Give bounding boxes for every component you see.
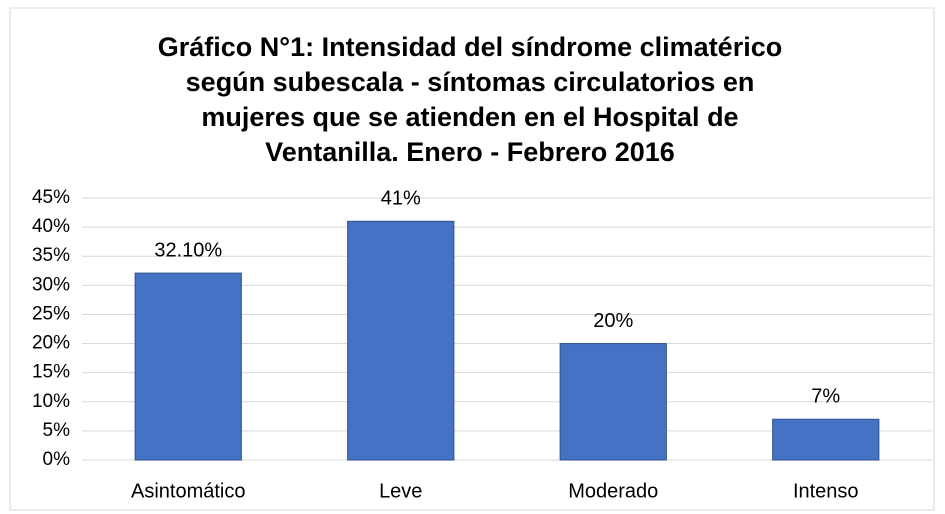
bar <box>772 418 880 461</box>
y-tick-label: 20% <box>32 333 70 354</box>
bar <box>134 272 242 461</box>
y-tick-label: 5% <box>43 420 71 441</box>
x-tick-label: Leve <box>379 480 422 502</box>
y-tick-label: 15% <box>32 362 70 383</box>
y-tick-label: 10% <box>32 391 70 412</box>
x-tick-label: Intenso <box>793 480 859 502</box>
x-tick-label: Asintomático <box>131 480 246 502</box>
data-label: 20% <box>593 310 633 332</box>
data-label: 41% <box>381 188 421 210</box>
chart-title: Gráfico N°1: Intensidad del síndrome cli… <box>157 32 783 167</box>
bar <box>347 220 455 461</box>
bar <box>559 343 667 461</box>
y-tick-label: 30% <box>32 274 70 295</box>
y-tick-label: 35% <box>32 245 70 266</box>
y-tick-label: 0% <box>43 449 71 470</box>
data-label: 7% <box>811 386 840 408</box>
data-label: 32.10% <box>154 239 222 261</box>
y-tick-label: 25% <box>32 303 70 324</box>
y-tick-label: 40% <box>32 216 70 237</box>
x-tick-label: Moderado <box>568 480 658 502</box>
y-tick-label: 45% <box>32 187 70 208</box>
